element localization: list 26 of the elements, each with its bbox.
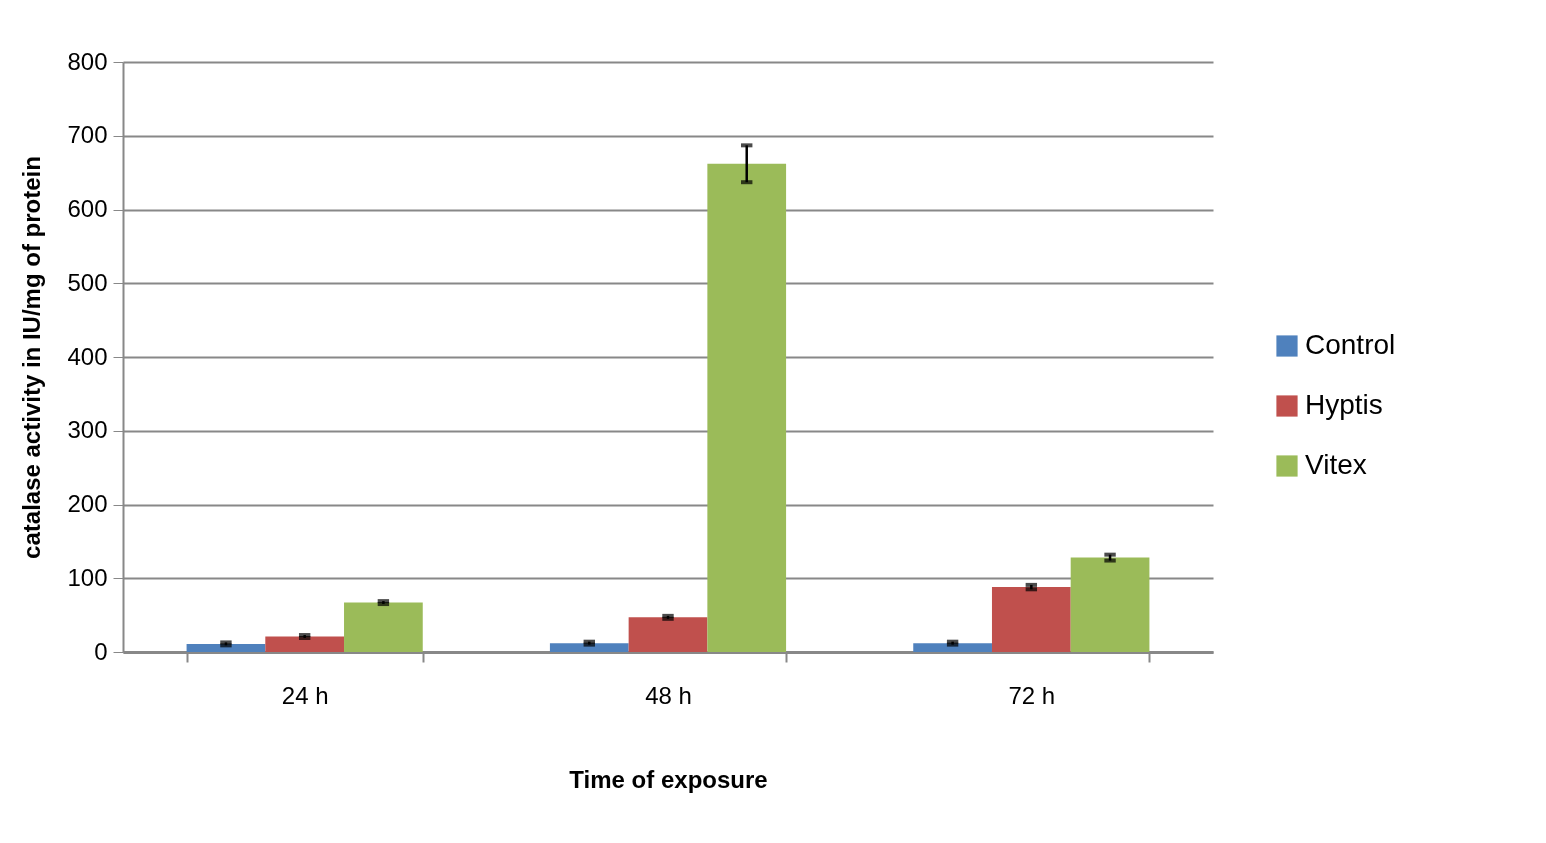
bar xyxy=(1070,557,1150,652)
legend-label: Vitex xyxy=(1305,449,1367,480)
y-tick-label: 300 xyxy=(67,416,108,444)
x-tick-label: 72 h xyxy=(1008,681,1056,709)
y-tick-label: 200 xyxy=(67,490,108,517)
bar xyxy=(549,643,629,652)
bar xyxy=(344,602,423,652)
legend-label: Control xyxy=(1305,329,1396,360)
bar xyxy=(991,587,1071,652)
bar xyxy=(186,643,266,652)
y-axis-title: catalase activity in IU/mg of protein xyxy=(18,156,46,559)
x-tick-label: 48 h xyxy=(645,681,692,709)
y-tick-label: 0 xyxy=(94,637,108,665)
x-axis-title: Time of exposure xyxy=(569,765,768,793)
bar xyxy=(707,163,787,652)
bar xyxy=(265,636,345,652)
y-tick-label: 100 xyxy=(67,563,108,591)
bar xyxy=(628,617,708,652)
y-tick-label: 800 xyxy=(67,47,108,75)
bar xyxy=(913,643,992,652)
y-tick-label: 500 xyxy=(67,268,108,296)
y-tick-label: 700 xyxy=(67,121,108,149)
x-tick-label: 24 h xyxy=(281,681,329,709)
legend-label: Hyptis xyxy=(1305,389,1383,420)
y-tick-label: 600 xyxy=(67,195,108,222)
y-tick-label: 400 xyxy=(67,342,108,370)
